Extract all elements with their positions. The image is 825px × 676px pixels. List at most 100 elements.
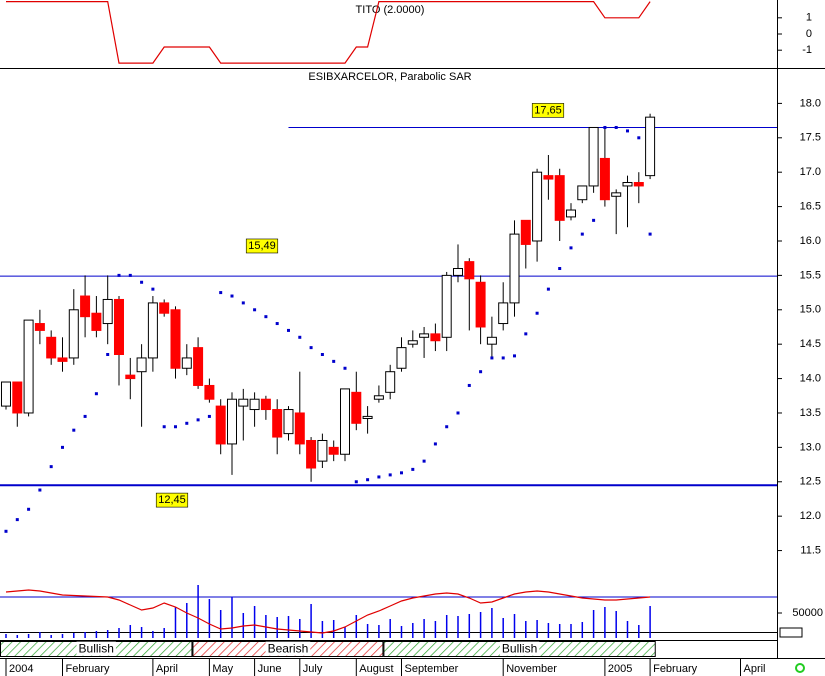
x-tick-label: April — [156, 663, 178, 675]
y-tick-label: 14.5 — [800, 338, 821, 350]
sar-dot — [648, 232, 652, 236]
x-tick-label: 2005 — [608, 663, 632, 675]
candle-body — [407, 340, 418, 345]
sar-dot — [558, 267, 562, 271]
sar-dot — [456, 411, 460, 415]
candle-body — [34, 323, 45, 331]
sar-dot — [614, 125, 618, 129]
y-tick-label: 15.0 — [800, 304, 821, 316]
sar-dot — [332, 359, 336, 363]
candle-body — [430, 333, 441, 342]
y-tick-label: 16.0 — [800, 235, 821, 247]
sar-dot — [388, 473, 392, 477]
sar-dot — [106, 353, 110, 356]
sar-dot — [524, 332, 528, 336]
sar-dot — [162, 425, 166, 429]
sar-dot — [264, 315, 268, 319]
candle-body — [147, 302, 158, 359]
candle-body — [520, 219, 531, 245]
candle-body — [622, 182, 633, 187]
sar-dot — [196, 418, 200, 422]
candle-body — [91, 312, 102, 331]
sar-dot — [4, 529, 8, 533]
candle-body — [588, 126, 599, 187]
x-tick-label: August — [359, 663, 393, 675]
level-label: 12,45 — [158, 494, 186, 506]
candle-body — [260, 398, 271, 411]
sar-dot — [592, 218, 596, 222]
status-icon — [795, 663, 805, 673]
sar-dot — [411, 467, 415, 471]
candle-body — [509, 233, 520, 304]
sar-dot — [49, 465, 53, 469]
candle-body — [181, 357, 192, 369]
y-tick-label: 12.5 — [800, 476, 821, 488]
candle-body — [611, 192, 622, 197]
candle-body — [125, 374, 136, 380]
tito-title: TITO (2.0000) — [356, 4, 425, 16]
candle-body — [57, 357, 68, 362]
level-label: 15,49 — [248, 240, 276, 252]
sar-dot — [445, 425, 449, 429]
sar-dot — [185, 421, 189, 425]
candle-body — [396, 347, 407, 369]
y-tick-label: 17.0 — [800, 166, 821, 178]
sar-dot — [377, 475, 381, 479]
sar-dot — [38, 488, 42, 492]
trend-label-bg — [499, 641, 540, 656]
scale-icon — [779, 627, 803, 638]
sar-dot — [298, 335, 302, 339]
candle-body — [577, 185, 588, 201]
candle-body — [159, 302, 170, 314]
candle-body — [475, 281, 486, 328]
trend-label: Bullish — [502, 642, 537, 656]
sar-dot — [501, 356, 505, 360]
candle-body — [306, 439, 317, 469]
y-tick-label: 12.0 — [800, 510, 821, 522]
candle-body — [486, 336, 497, 345]
trend-label: Bullish — [79, 642, 114, 656]
candle-body — [102, 298, 113, 325]
sar-dot — [230, 294, 234, 298]
candle-body — [452, 268, 463, 276]
candle-body — [12, 381, 23, 414]
level-label: 17,65 — [534, 104, 562, 116]
level-label-box — [531, 103, 565, 118]
sar-dot — [253, 308, 257, 312]
x-tick-label: February — [65, 663, 110, 675]
sar-dot — [275, 322, 279, 326]
candle-body — [249, 398, 260, 411]
candle-body — [362, 415, 373, 419]
sar-dot — [117, 273, 121, 277]
candle-body — [543, 175, 554, 180]
y-tick-label: 11.5 — [800, 544, 821, 556]
sar-dot — [83, 414, 87, 418]
y-tick-label: 15.5 — [800, 269, 821, 281]
sar-dot — [422, 459, 426, 463]
candle-body — [68, 309, 79, 359]
sar-dot — [490, 356, 494, 360]
sar-dot — [72, 428, 76, 432]
candle-body — [170, 309, 181, 369]
sar-dot — [603, 125, 607, 129]
y-tick-label: 0 — [806, 28, 812, 40]
y-tick-label: 17.5 — [800, 132, 821, 144]
sar-dot — [512, 354, 516, 358]
x-tick-label: May — [212, 663, 233, 675]
candle-body — [385, 371, 396, 393]
sar-dot — [546, 287, 550, 291]
sar-dot — [625, 129, 629, 133]
x-tick-label: April — [744, 663, 766, 675]
sar-dot — [569, 246, 573, 250]
candle-body — [0, 381, 11, 407]
trend-label-bg — [265, 641, 311, 656]
candle-body — [215, 405, 226, 445]
volume-average — [5, 589, 651, 634]
sar-dot — [637, 136, 641, 140]
sar-dot — [128, 273, 132, 277]
candle-body — [23, 319, 34, 414]
trend-label-bg — [76, 641, 116, 656]
y-tick-label: 14.0 — [800, 372, 821, 384]
candle-body — [80, 295, 91, 318]
